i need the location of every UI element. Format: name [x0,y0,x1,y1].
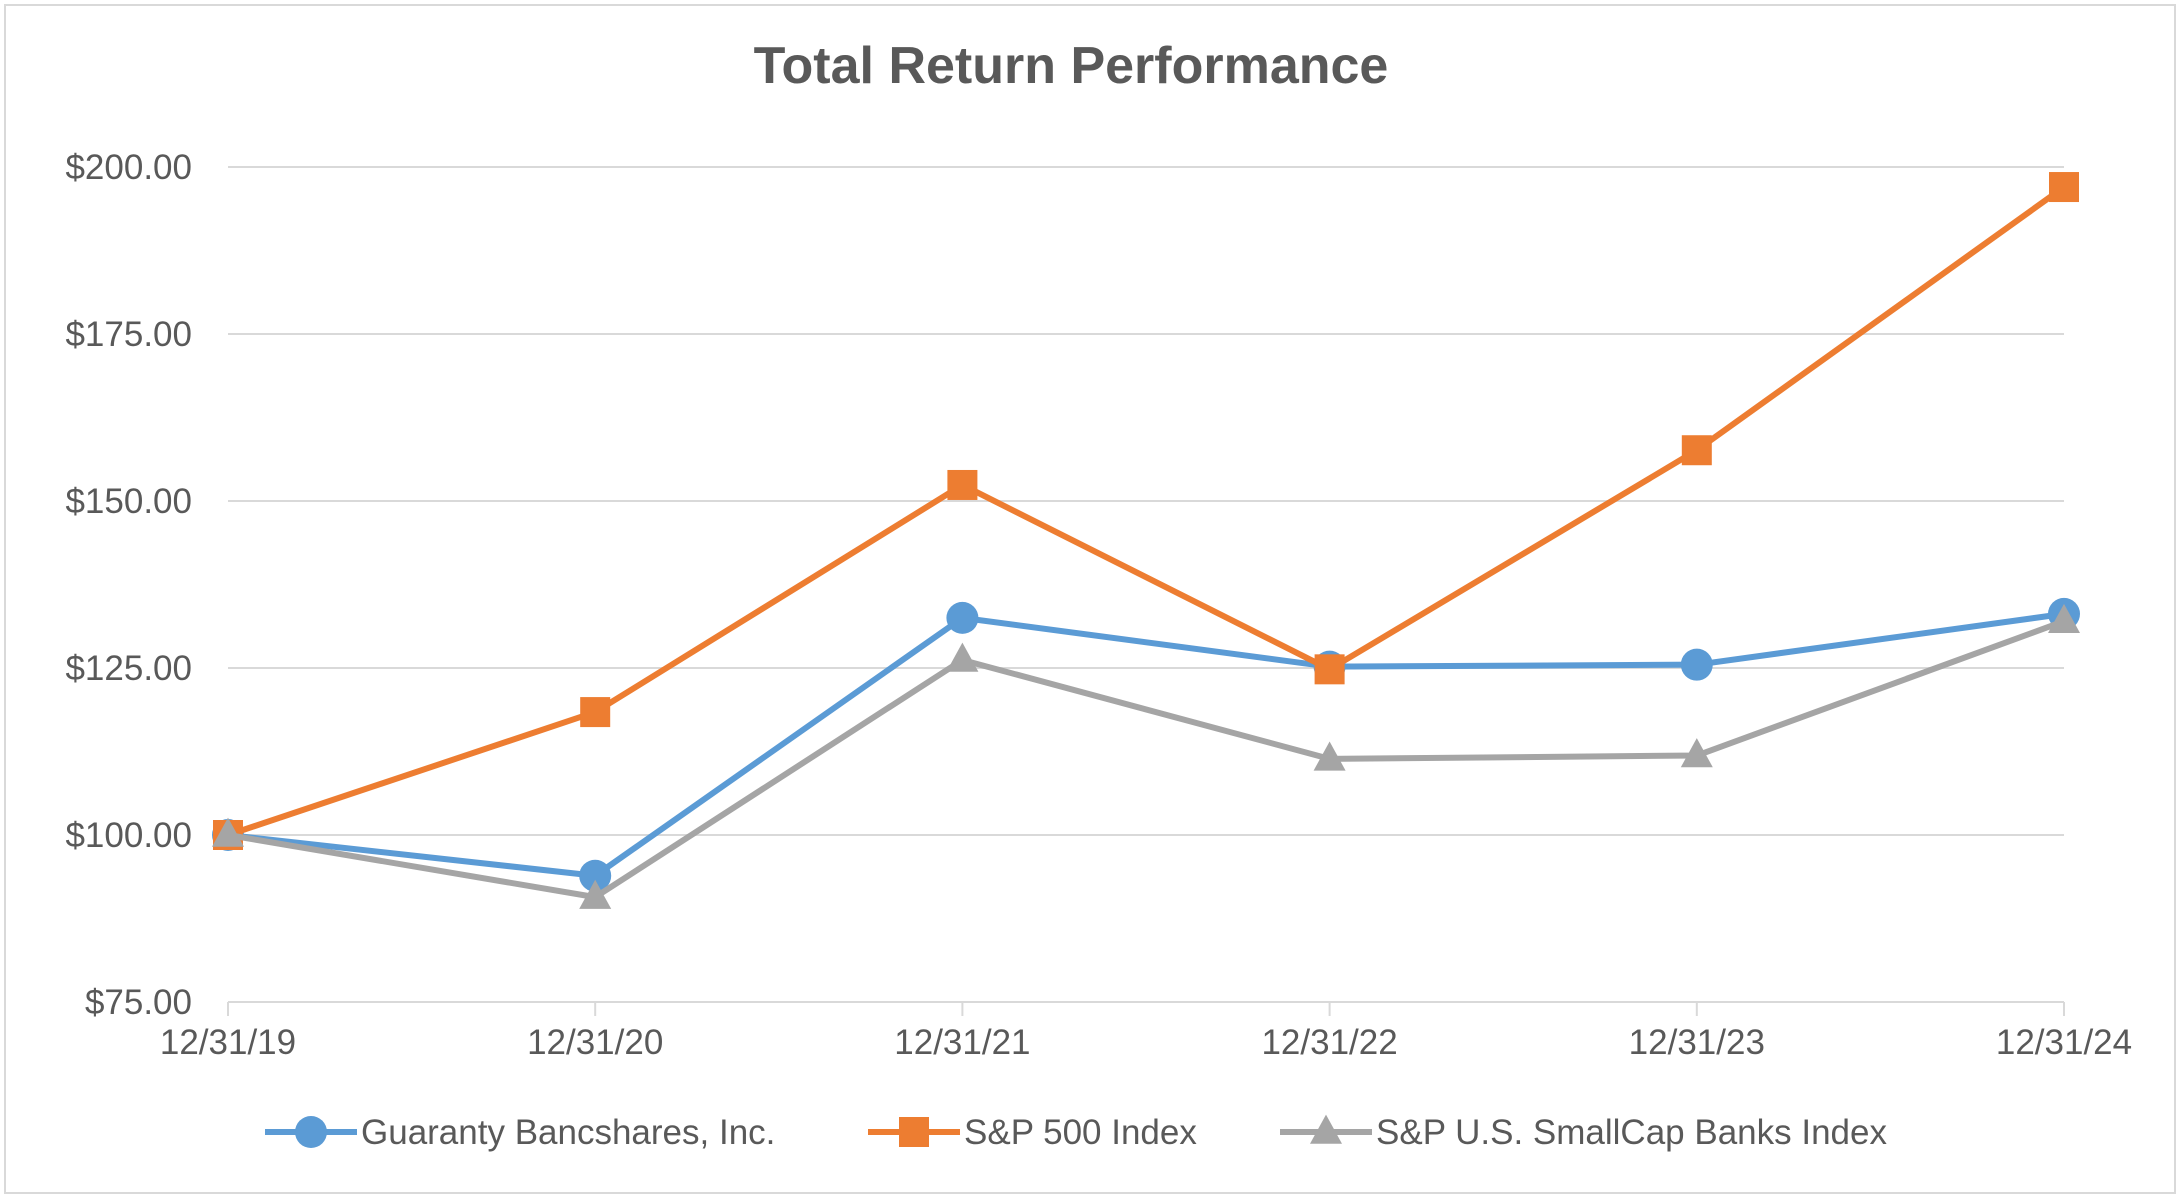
legend-marker [295,1116,327,1148]
y-tick-label: $200.00 [65,148,192,187]
data-point [212,817,244,847]
series-3 [212,603,2080,909]
data-point [1313,741,1346,771]
data-point [2049,172,2079,203]
series-lines [212,172,2080,909]
series-line [227,618,2066,901]
legend-label: S&P 500 Index [964,1113,1197,1152]
legend-marker [1310,1114,1342,1144]
y-tick-label: $100.00 [65,816,192,855]
data-point [946,642,979,672]
data-point [1314,654,1345,685]
data-point [946,601,979,634]
chart-title: Total Return Performance [754,37,1389,95]
data-point [2048,603,2080,633]
x-tick-label: 12/31/22 [1261,1023,1397,1062]
y-tick-label: $150.00 [65,482,192,521]
data-point [579,859,612,892]
legend-marker [899,1117,929,1147]
legend: Guaranty Bancshares, Inc. S&P 500 Index S&… [265,1113,1887,1152]
series-2 [213,172,2079,850]
x-tick-label: 12/31/24 [1996,1023,2132,1062]
axes: $75.00 $100.00 $125.00 $150.00 $175.00 $200.0… [65,148,2132,1062]
series-line [227,610,2065,879]
data-point [1680,648,1713,681]
data-point [580,697,611,728]
x-tick-label: 12/31/23 [1629,1023,1765,1062]
legend-entry: S&P 500 Index [868,1113,1197,1152]
y-tick-label: $75.00 [85,983,192,1022]
chart-frame [4,4,2176,1194]
x-tick-label: 12/31/19 [160,1023,296,1062]
data-point [1681,435,1712,466]
series-line [227,184,2066,838]
y-tick-label: $175.00 [65,315,192,354]
gridlines [228,166,2064,836]
legend-entry: Guaranty Bancshares, Inc. [265,1113,775,1152]
x-tick-label: 12/31/21 [894,1023,1030,1062]
legend-label: Guaranty Bancshares, Inc. [361,1113,775,1152]
data-point [947,469,978,500]
legend-label: S&P U.S. SmallCap Banks Index [1376,1113,1887,1152]
data-point [1680,738,1713,768]
legend-entry: S&P U.S. SmallCap Banks Index [1280,1113,1887,1152]
data-point [579,879,612,909]
x-tick-label: 12/31/20 [527,1023,663,1062]
y-tick-label: $125.00 [65,649,192,688]
